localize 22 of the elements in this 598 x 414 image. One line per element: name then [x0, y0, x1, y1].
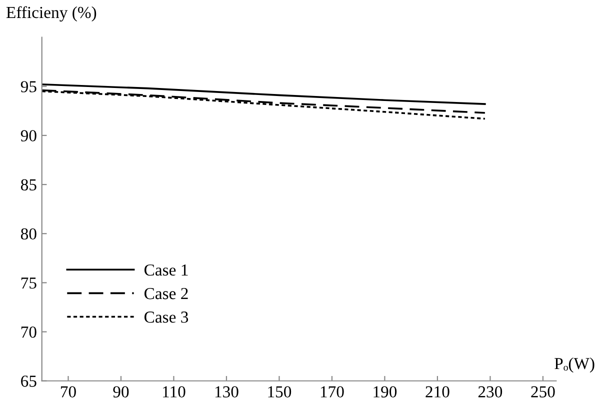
- x-tick-label: 190: [374, 386, 397, 398]
- y-tick-label: 90: [20, 130, 36, 142]
- x-tick-label: 70: [61, 386, 76, 398]
- x-axis-title: Pₒ(W): [554, 357, 594, 373]
- y-tick-label: 80: [20, 228, 36, 240]
- x-tick-label: 250: [531, 386, 555, 398]
- x-tick-label: 90: [113, 386, 129, 398]
- x-tick-label: 170: [320, 386, 344, 398]
- y-tick-label: 95: [20, 81, 36, 92]
- y-tick-label: 65: [21, 376, 36, 387]
- x-tick-label: 210: [426, 386, 450, 398]
- x-tick-label: 110: [163, 386, 186, 398]
- legend-label: Case 1: [144, 264, 188, 276]
- y-tick-label: 70: [21, 326, 36, 338]
- legend-label: Case 3: [144, 312, 188, 323]
- x-tick-label: 130: [215, 386, 238, 398]
- y-tick-label: 85: [20, 179, 36, 190]
- y-tick-label: 75: [21, 278, 36, 289]
- y-axis-title: Efficieny (%): [6, 6, 96, 22]
- x-tick-label: 230: [478, 386, 502, 398]
- x-tick-label: 150: [268, 386, 292, 398]
- legend-label: Case 2: [144, 288, 188, 300]
